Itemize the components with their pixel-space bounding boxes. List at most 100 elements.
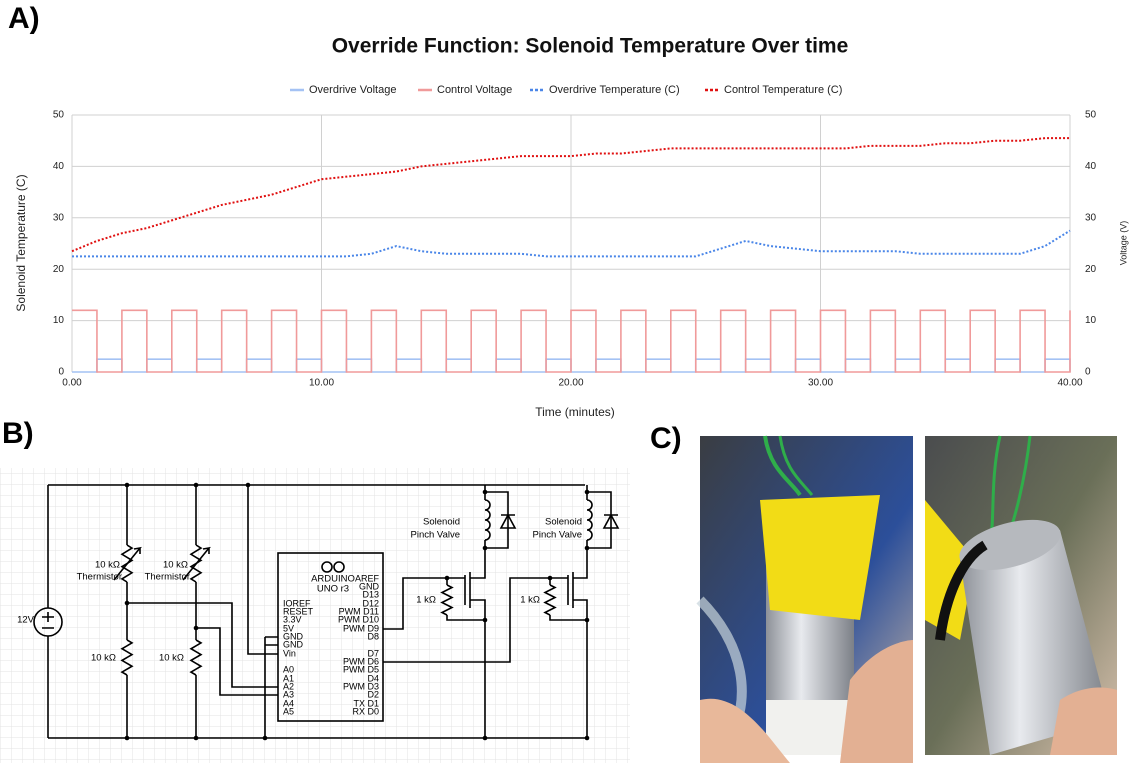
resistor bbox=[543, 584, 557, 616]
resistor-value: 10 kΩ bbox=[159, 653, 184, 664]
wire bbox=[587, 491, 612, 549]
pin-label: Vin bbox=[283, 648, 296, 658]
pin-label: D4 bbox=[367, 673, 379, 683]
coil bbox=[586, 499, 593, 541]
x-tick-label: 20.00 bbox=[558, 378, 583, 389]
mosfet bbox=[567, 555, 588, 620]
grid-background bbox=[0, 468, 630, 763]
pin-label: PWM D9 bbox=[343, 623, 379, 633]
thermistor-label: Thermistor bbox=[77, 572, 122, 583]
legend-label: Overdrive Voltage bbox=[309, 84, 396, 96]
wire bbox=[247, 485, 278, 655]
junction bbox=[482, 735, 488, 741]
board-name: ARDUINO bbox=[311, 574, 355, 585]
y2-tick-label: 20 bbox=[1085, 264, 1097, 275]
y2-axis-label: Voltage (V) bbox=[1118, 221, 1128, 266]
pin-label: TX D1 bbox=[353, 698, 379, 708]
series-line bbox=[72, 229, 1071, 258]
thermistor-arrow bbox=[182, 546, 211, 581]
plot: 0 10 20 30 40 50 0 10 20 30 40 50 0.00 10.00 20.00 30.0… bbox=[53, 84, 1097, 389]
series-line bbox=[72, 309, 1071, 373]
valve-label: Pinch Valve bbox=[533, 530, 582, 541]
pin-label: 5V bbox=[283, 623, 294, 633]
pin-label: A0 bbox=[283, 664, 294, 674]
legend-label: Control Temperature (C) bbox=[724, 84, 842, 96]
junction bbox=[124, 482, 130, 488]
gate-resistor-value: 1 kΩ bbox=[416, 595, 436, 606]
pin-label: RESET bbox=[283, 606, 314, 616]
pin-label: AREF bbox=[355, 573, 380, 583]
junction bbox=[193, 482, 199, 488]
photo bbox=[925, 435, 1117, 755]
junction bbox=[124, 735, 130, 741]
photo bbox=[696, 435, 913, 763]
series-line bbox=[71, 137, 1070, 253]
panel-label: A) bbox=[8, 2, 40, 35]
y-tick-label: 10 bbox=[53, 315, 65, 326]
junction bbox=[482, 545, 488, 551]
wire bbox=[196, 627, 278, 696]
pin-label: A2 bbox=[283, 681, 294, 691]
pin-label: PWM D3 bbox=[343, 681, 379, 691]
wire bbox=[549, 615, 587, 621]
arduino-board bbox=[277, 552, 384, 722]
x-tick-label: 40.00 bbox=[1057, 378, 1082, 389]
wire bbox=[383, 577, 465, 630]
thermistor-value: 10 kΩ bbox=[95, 560, 120, 571]
junction bbox=[444, 575, 450, 581]
wire bbox=[446, 615, 485, 621]
thermistor-label: Thermistor bbox=[145, 572, 190, 583]
mosfet bbox=[464, 555, 486, 620]
y-tick-label: 30 bbox=[53, 212, 65, 223]
chart-title: Override Function: Solenoid Temperature … bbox=[332, 35, 849, 58]
junction bbox=[262, 735, 268, 741]
pin-label: D13 bbox=[362, 589, 379, 599]
valve-label: Solenoid bbox=[423, 517, 460, 528]
pin-label: PWM D11 bbox=[339, 606, 379, 616]
battery-sign bbox=[42, 612, 54, 629]
junction bbox=[547, 575, 553, 581]
junction bbox=[193, 735, 199, 741]
valve-label: Pinch Valve bbox=[411, 530, 460, 541]
supply-label: 12V bbox=[17, 615, 35, 626]
pin-label: D2 bbox=[367, 689, 379, 699]
pin-label: PWM D5 bbox=[343, 664, 379, 674]
junction bbox=[482, 489, 488, 495]
thermistor-value: 10 kΩ bbox=[163, 560, 188, 571]
wire bbox=[127, 602, 278, 688]
diode bbox=[499, 513, 517, 529]
pin-label: D8 bbox=[367, 631, 379, 641]
resistor bbox=[189, 639, 203, 676]
wire bbox=[485, 491, 509, 549]
pin-label: 3.3V bbox=[283, 614, 302, 624]
battery bbox=[33, 607, 63, 637]
panel-label: B) bbox=[2, 417, 34, 450]
pin-label: GND bbox=[359, 581, 380, 591]
y2-tick-label: 0 bbox=[1085, 367, 1091, 378]
pin-label: GND bbox=[283, 631, 304, 641]
junction bbox=[584, 489, 590, 495]
junction bbox=[584, 545, 590, 551]
x-tick-label: 10.00 bbox=[309, 378, 334, 389]
y2-tick-label: 10 bbox=[1085, 315, 1097, 326]
pin-label: D12 bbox=[362, 598, 379, 608]
y-tick-label: 50 bbox=[53, 110, 65, 121]
pin-label: PWM D6 bbox=[343, 656, 379, 666]
circuit: 12V 10 kΩ Thermistor 10 kΩ Thermistor 10… bbox=[17, 482, 620, 741]
resistor bbox=[120, 639, 134, 676]
junction bbox=[245, 482, 251, 488]
pin-label: A1 bbox=[283, 673, 294, 683]
pin-label: PWM D10 bbox=[338, 614, 379, 624]
x-tick-label: 0.00 bbox=[62, 378, 82, 389]
pin-label: A5 bbox=[283, 706, 294, 716]
valve-label: Solenoid bbox=[545, 517, 582, 528]
x-tick-label: 30.00 bbox=[808, 378, 833, 389]
y-tick-label: 40 bbox=[53, 161, 65, 172]
pin-label: RX D0 bbox=[352, 706, 379, 716]
resistor-value: 10 kΩ bbox=[91, 653, 116, 664]
y2-tick-label: 30 bbox=[1085, 212, 1097, 223]
legend-label: Overdrive Temperature (C) bbox=[549, 84, 680, 96]
y-tick-label: 0 bbox=[58, 367, 64, 378]
